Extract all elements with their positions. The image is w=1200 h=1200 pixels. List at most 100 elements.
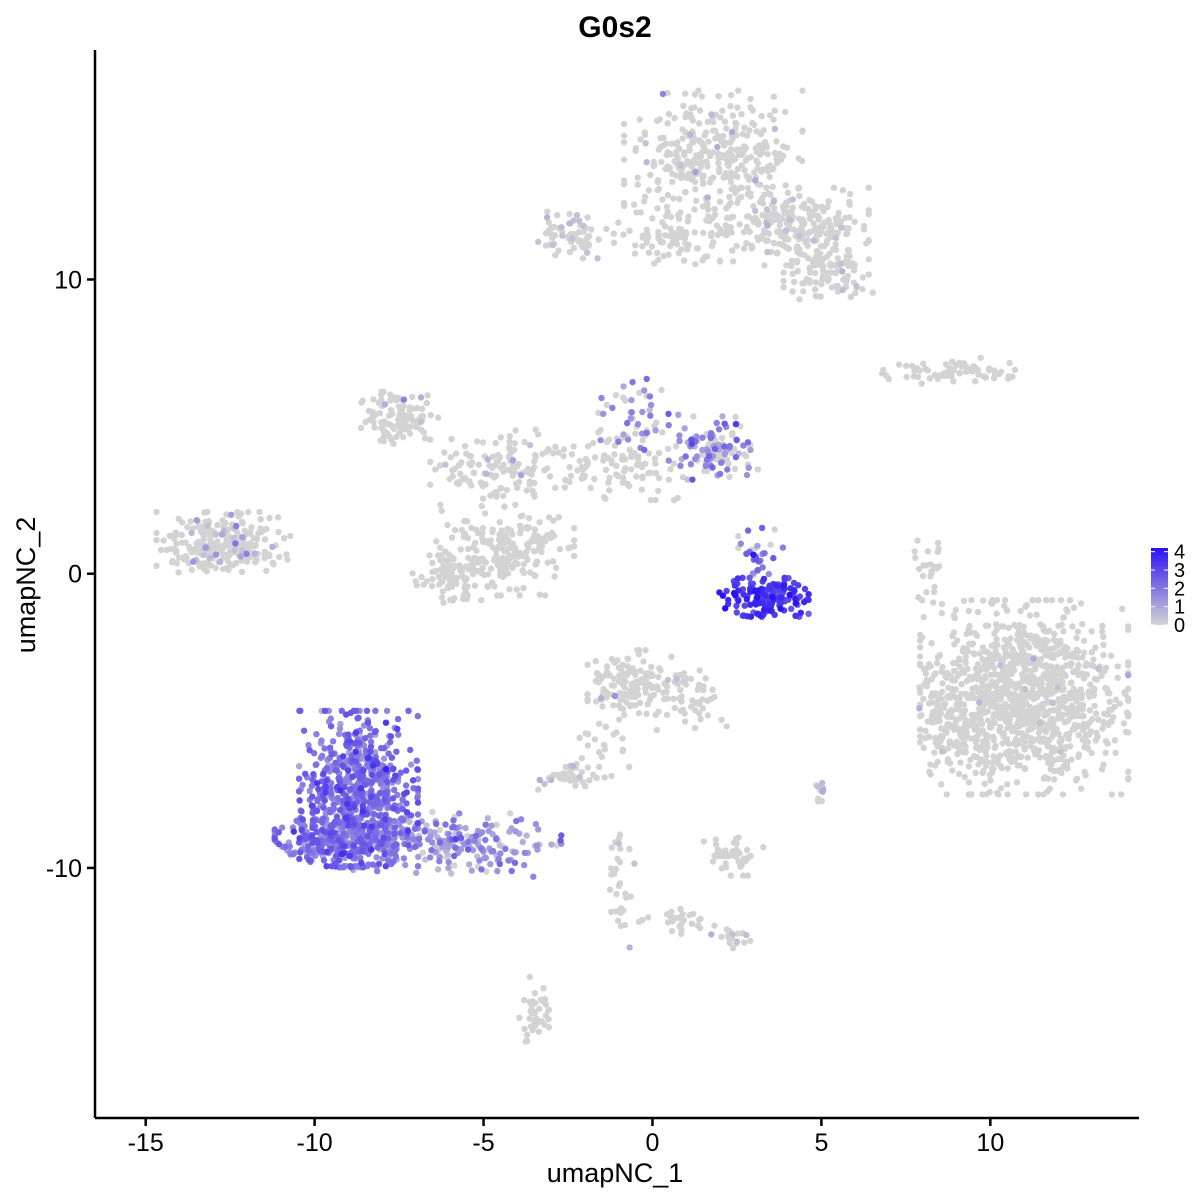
cell-point	[993, 597, 1001, 604]
cell-point	[1110, 714, 1117, 721]
cell-point	[725, 162, 732, 170]
cell-point	[642, 647, 649, 654]
cell-point	[957, 731, 964, 738]
cell-point	[838, 224, 845, 231]
cell-point	[747, 601, 754, 608]
cell-point	[212, 531, 219, 538]
cell-point	[593, 670, 601, 677]
cell-point	[1048, 749, 1055, 756]
cell-point	[659, 142, 667, 149]
cell-point	[679, 706, 687, 713]
cell-point	[846, 214, 853, 221]
cell-point	[692, 261, 699, 268]
cell-point	[491, 462, 499, 469]
cell-point	[269, 543, 276, 551]
cell-point	[684, 218, 692, 225]
cell-point	[697, 716, 704, 723]
cell-point	[489, 526, 496, 533]
cell-point	[466, 861, 473, 868]
cell-point	[409, 836, 417, 843]
cell-point	[1125, 768, 1132, 775]
cell-point	[375, 860, 383, 867]
cell-point	[256, 508, 263, 516]
cell-point	[314, 839, 321, 847]
cell-point	[665, 457, 672, 464]
cell-point	[414, 799, 422, 806]
cell-point	[237, 553, 244, 560]
cell-point	[696, 120, 703, 127]
cell-point	[421, 435, 429, 442]
cell-point	[692, 168, 699, 176]
cell-point	[528, 1001, 536, 1009]
cell-point	[484, 815, 491, 822]
cell-point	[608, 871, 615, 878]
cell-point	[1016, 639, 1023, 647]
cell-point	[727, 102, 734, 110]
cell-point	[1125, 776, 1132, 783]
cell-point	[1057, 748, 1064, 756]
cell-point	[946, 760, 954, 767]
cell-point	[834, 213, 842, 221]
cell-point	[681, 152, 688, 159]
cell-point	[535, 786, 542, 793]
cell-point	[1070, 604, 1078, 611]
cell-point	[920, 744, 927, 752]
cell-point	[1024, 707, 1032, 715]
cell-point	[290, 850, 297, 858]
cell-point	[452, 450, 460, 457]
cell-point	[972, 378, 979, 385]
cell-point	[929, 699, 936, 706]
cell-point	[752, 599, 759, 606]
cell-point	[696, 924, 704, 932]
cell-point	[678, 926, 685, 933]
cell-point	[712, 836, 719, 843]
cell-point	[1018, 646, 1026, 654]
cell-point	[681, 425, 688, 432]
cell-point	[961, 736, 968, 743]
cell-point	[1068, 679, 1075, 686]
cell-point	[513, 817, 520, 825]
cell-point	[766, 173, 773, 181]
cell-point	[806, 279, 813, 286]
cell-point	[694, 245, 701, 252]
cell-point	[415, 835, 423, 843]
cell-point	[1038, 638, 1046, 645]
cell-point	[680, 257, 688, 264]
cell-point	[442, 461, 449, 468]
cell-point	[495, 855, 502, 863]
cell-point	[575, 229, 583, 236]
cell-point	[1035, 597, 1042, 604]
cell-point	[1083, 671, 1091, 678]
cell-point	[682, 90, 689, 97]
cell-point	[954, 696, 961, 703]
cell-point	[347, 863, 354, 870]
cell-point	[412, 578, 419, 585]
cell-point	[296, 855, 303, 863]
cell-point	[988, 660, 995, 667]
cell-point	[1039, 662, 1046, 669]
cell-point	[763, 184, 770, 191]
cell-point	[313, 828, 320, 836]
cell-point	[760, 127, 767, 134]
cell-point	[511, 849, 518, 856]
cell-point	[755, 142, 763, 149]
cell-point	[1050, 727, 1057, 735]
cell-point	[1048, 761, 1055, 768]
cell-point	[752, 207, 759, 215]
cell-point	[818, 261, 825, 268]
cell-point	[496, 860, 503, 868]
cell-point	[1038, 646, 1045, 653]
cell-point	[755, 218, 762, 226]
cell-point	[827, 262, 834, 269]
cell-point	[808, 198, 816, 205]
cell-point	[740, 855, 747, 862]
cell-point	[1042, 752, 1050, 760]
cell-point	[635, 710, 643, 717]
cell-point	[1042, 597, 1050, 604]
cell-point	[735, 532, 742, 540]
cell-point	[444, 521, 451, 529]
cell-point	[796, 232, 803, 240]
cell-point	[390, 425, 397, 433]
cell-point	[343, 814, 350, 822]
cell-point	[428, 846, 435, 854]
